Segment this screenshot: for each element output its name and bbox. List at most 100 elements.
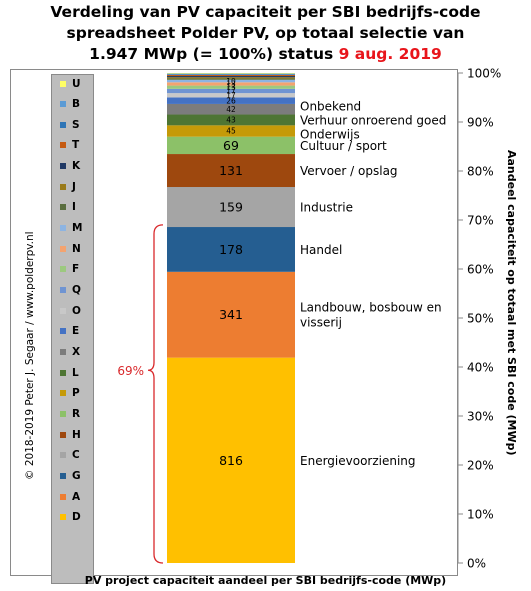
bar-segment-h — [167, 154, 295, 188]
legend-label: A — [72, 490, 81, 503]
bar-segment-c — [167, 187, 295, 228]
y-tick-label: 100% — [467, 67, 501, 81]
y-tick-label: 80% — [467, 165, 494, 179]
bar-segment-q — [167, 88, 295, 94]
bar-segment-g — [167, 227, 295, 272]
category-label-g: Handel — [300, 243, 342, 257]
value-label-q: 17 — [226, 87, 236, 96]
legend-item-f: F — [60, 263, 79, 276]
value-label-n: 13 — [226, 80, 236, 89]
y-tick-label: 70% — [467, 214, 494, 228]
value-label-e: 26 — [226, 96, 236, 105]
bar-segment-p — [167, 125, 295, 137]
legend-item-r: R — [60, 407, 80, 420]
legend-swatch — [60, 183, 66, 190]
legend-swatch — [60, 328, 66, 335]
legend-swatch — [60, 163, 66, 170]
bar-segment-l — [167, 114, 295, 126]
legend-label: M — [72, 222, 83, 235]
value-label-a: 341 — [219, 307, 243, 322]
value-label-g: 178 — [219, 242, 243, 257]
legend-swatch — [60, 287, 66, 293]
legend-label: R — [72, 407, 81, 420]
legend-label: C — [72, 449, 80, 462]
category-label-a: visserij — [300, 316, 342, 330]
legend-swatch — [60, 348, 66, 355]
legend-label: G — [72, 469, 81, 482]
legend-swatch — [60, 472, 66, 479]
y-tick-label: 30% — [467, 410, 494, 424]
bar-segment-a — [167, 271, 295, 358]
legend-swatch — [60, 514, 66, 521]
legend-label: D — [72, 511, 81, 524]
bar-segment-m — [167, 79, 295, 83]
legend-label: J — [72, 180, 76, 193]
category-label-c: Industrie — [300, 201, 353, 215]
legend-swatch — [60, 452, 66, 459]
legend-item-p: P — [60, 387, 80, 400]
category-label-h: Vervoer / opslag — [300, 164, 398, 178]
legend-label: X — [72, 345, 81, 358]
category-label-d: Energievoorziening — [300, 454, 416, 468]
y-tick-label: 60% — [467, 263, 494, 277]
legend-label: I — [72, 201, 76, 214]
x-axis-label: PV project capaciteit aandeel per SBI be… — [84, 574, 447, 587]
y-tick-label: 90% — [467, 116, 494, 130]
category-label-x: Onbekend — [300, 100, 361, 114]
legend-item-s: S — [60, 118, 80, 131]
y-tick-label: 20% — [467, 459, 494, 473]
bar-segment-x — [167, 103, 295, 115]
legend-swatch — [60, 101, 66, 108]
legend-item-k: K — [60, 160, 80, 173]
value-label-r: 69 — [223, 138, 239, 153]
bar-segment-s — [167, 74, 295, 76]
value-label-d: 816 — [219, 453, 243, 468]
legend-label: H — [72, 428, 81, 441]
legend-label: L — [72, 366, 79, 379]
status-date: 9 aug. 2019 — [338, 45, 442, 63]
legend-item-d: D — [60, 511, 81, 524]
category-label-l: Verhuur onroerend goed — [300, 113, 446, 127]
title-line-3: 1.947 MWp (= 100%) status 9 aug. 2019 — [0, 44, 531, 65]
legend — [51, 74, 94, 584]
value-label-f: 13 — [226, 83, 236, 92]
category-label-a: Landbouw, bosbouw en — [300, 301, 442, 315]
title-line-3-text: 1.947 MWp (= 100%) status — [89, 45, 334, 63]
legend-label: N — [72, 242, 81, 255]
legend-item-o: O — [60, 304, 81, 317]
bracket-annotation-label: 69% — [117, 364, 144, 378]
legend-item-x: X — [60, 345, 80, 358]
legend-item-q: Q — [60, 284, 81, 297]
legend-swatch — [60, 307, 66, 314]
legend-swatch — [60, 245, 66, 252]
legend-label: B — [72, 98, 81, 111]
bar-segment-e — [167, 97, 295, 104]
bar-segment-n — [167, 82, 295, 86]
legend-item-c: C — [60, 449, 80, 462]
legend-label: P — [72, 387, 80, 400]
bar-segment-o — [167, 93, 295, 98]
title-line-2: spreadsheet Polder PV, op totaal selecti… — [66, 24, 465, 42]
legend-label: E — [72, 325, 80, 338]
legend-label: S — [72, 118, 80, 131]
legend-label: U — [72, 77, 81, 90]
legend-item-m: M — [60, 222, 82, 235]
value-label-p: 45 — [226, 127, 236, 136]
legend-item-h: H — [60, 428, 81, 441]
legend-swatch — [60, 204, 66, 211]
value-label-o: 17 — [226, 91, 236, 100]
legend-label: F — [72, 263, 80, 276]
bracket-annotation — [147, 224, 164, 564]
legend-item-t: T — [60, 139, 79, 152]
value-label-h: 131 — [219, 163, 243, 178]
category-label-r: Cultuur / sport — [300, 139, 387, 153]
legend-swatch — [60, 225, 66, 232]
value-label-x: 42 — [226, 105, 236, 114]
y-axis-label-text: Aandeel capaciteit op totaal met SBI cod… — [505, 150, 518, 456]
legend-swatch — [60, 80, 66, 87]
bar-segment-u — [167, 73, 295, 74]
legend-item-b: B — [60, 98, 80, 111]
chart-title: Verdeling van PV capaciteit per SBI bedr… — [0, 2, 531, 65]
y-tick-label: 0% — [467, 557, 486, 571]
